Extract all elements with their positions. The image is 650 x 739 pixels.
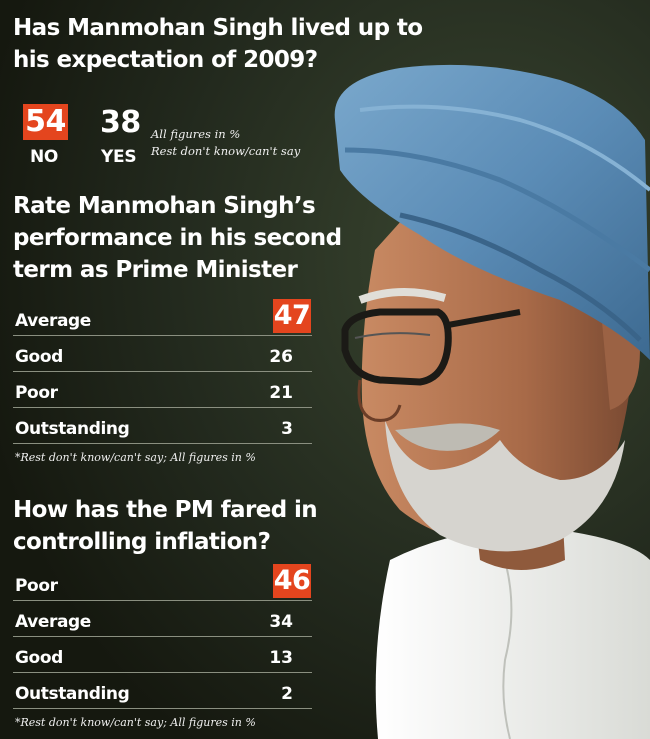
no-value: 54 — [23, 104, 68, 140]
yes-label: YES — [101, 147, 137, 167]
q2-title-line2: performance in his second — [13, 225, 342, 251]
q2-title: Rate Manmohan Singh’s performance in his… — [13, 190, 342, 286]
row-value: 26 — [269, 347, 293, 367]
q1-note-rest: Rest don't know/can't say — [151, 144, 301, 158]
row-value: 3 — [281, 419, 293, 439]
row-label: Good — [15, 347, 63, 367]
row-label: Average — [15, 612, 91, 632]
table-row: Average 34 — [13, 601, 312, 637]
row-label: Poor — [15, 383, 58, 403]
q1-title-line2: his expectation of 2009? — [13, 47, 318, 73]
q3-table: Poor 46 Average 34 Good 13 Outstanding 2 — [13, 564, 312, 709]
yes-value: 38 — [100, 105, 141, 140]
row-value-highlight: 47 — [273, 299, 311, 333]
row-value: 21 — [269, 383, 293, 403]
row-label: Average — [15, 311, 91, 331]
q3-title-line1: How has the PM fared in — [13, 497, 318, 523]
table-row: Outstanding 3 — [13, 408, 312, 444]
q2-title-line1: Rate Manmohan Singh’s — [13, 193, 316, 219]
row-label: Poor — [15, 576, 58, 596]
row-value: 13 — [269, 648, 293, 668]
q1-title-line1: Has Manmohan Singh lived up to — [13, 15, 423, 41]
q2-title-line3: term as Prime Minister — [13, 257, 298, 283]
row-label: Good — [15, 648, 63, 668]
row-value: 2 — [281, 684, 293, 704]
q3-footnote: *Rest don't know/can't say; All figures … — [15, 716, 256, 729]
q2-footnote: *Rest don't know/can't say; All figures … — [15, 451, 256, 464]
row-value-highlight: 46 — [273, 564, 311, 598]
row-label: Outstanding — [15, 419, 130, 439]
q2-table: Average 47 Good 26 Poor 21 Outstanding 3 — [13, 299, 312, 444]
q3-title-line2: controlling inflation? — [13, 529, 271, 555]
table-row: Poor 46 — [13, 564, 312, 601]
table-row: Outstanding 2 — [13, 673, 312, 709]
table-row: Good 13 — [13, 637, 312, 673]
table-row: Poor 21 — [13, 372, 312, 408]
q1-note-figures: All figures in % — [151, 127, 241, 141]
row-label: Outstanding — [15, 684, 130, 704]
q3-title: How has the PM fared in controlling infl… — [13, 494, 318, 558]
no-label: NO — [30, 147, 59, 167]
table-row: Average 47 — [13, 299, 312, 336]
table-row: Good 26 — [13, 336, 312, 372]
q1-title: Has Manmohan Singh lived up to his expec… — [13, 12, 423, 76]
row-value: 34 — [269, 612, 293, 632]
